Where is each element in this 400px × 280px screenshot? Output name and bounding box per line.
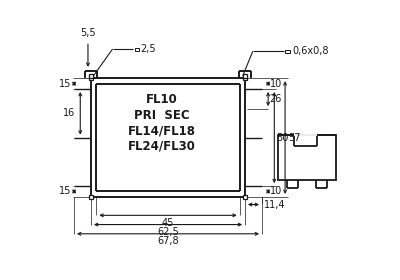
- Text: 26: 26: [270, 94, 282, 104]
- Bar: [89, 76, 93, 80]
- Bar: [278, 135, 336, 180]
- Text: PRI  SEC: PRI SEC: [134, 109, 190, 122]
- Text: 50: 50: [277, 132, 289, 143]
- Text: 11,4: 11,4: [264, 200, 285, 209]
- Text: FL14/FL18: FL14/FL18: [128, 124, 196, 137]
- Text: FL10: FL10: [146, 93, 178, 106]
- Bar: [135, 48, 139, 51]
- Text: 10: 10: [270, 79, 282, 89]
- Text: 45: 45: [162, 218, 174, 228]
- Text: 57: 57: [288, 132, 301, 143]
- Bar: [243, 76, 247, 80]
- Text: 16: 16: [63, 108, 76, 118]
- Bar: [89, 74, 93, 78]
- Text: 62,5: 62,5: [157, 227, 179, 237]
- Bar: [243, 74, 247, 78]
- Text: FL24/FL30: FL24/FL30: [128, 139, 196, 153]
- Bar: [89, 195, 93, 199]
- Text: 15: 15: [59, 79, 71, 89]
- Text: 15: 15: [59, 186, 71, 197]
- Text: 2,5: 2,5: [140, 44, 156, 54]
- Bar: [243, 195, 247, 199]
- Text: 67,8: 67,8: [157, 236, 179, 246]
- Bar: [285, 50, 290, 53]
- Text: 5,5: 5,5: [80, 28, 96, 38]
- Text: 0,6x0,8: 0,6x0,8: [293, 46, 329, 56]
- Text: 10: 10: [270, 186, 282, 197]
